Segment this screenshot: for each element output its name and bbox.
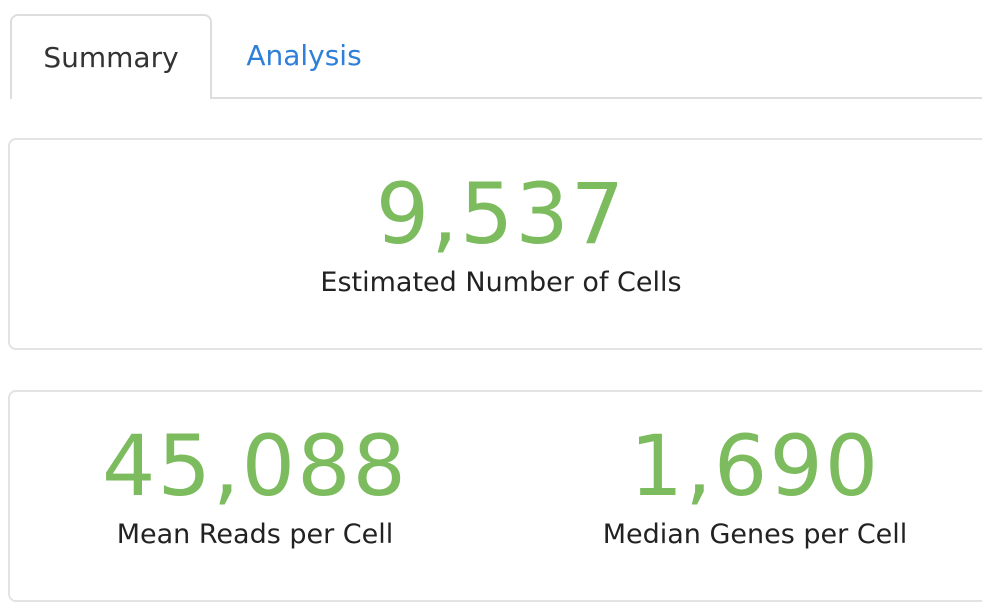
cells-card: 9,537 Estimated Number of Cells <box>8 138 982 350</box>
mean-reads-value: 45,088 <box>102 417 408 515</box>
tab-analysis[interactable]: Analysis <box>218 14 390 97</box>
estimated-cells-metric: 9,537 Estimated Number of Cells <box>10 168 982 300</box>
mean-reads-metric: 45,088 Mean Reads per Cell <box>70 420 440 552</box>
tab-summary[interactable]: Summary <box>10 14 212 99</box>
tab-analysis-label: Analysis <box>246 39 362 72</box>
estimated-cells-value: 9,537 <box>375 165 627 263</box>
median-genes-label: Median Genes per Cell <box>602 519 908 550</box>
mean-reads-label: Mean Reads per Cell <box>116 519 394 550</box>
reads-genes-card: 45,088 Mean Reads per Cell 1,690 Median … <box>8 390 982 602</box>
tab-summary-label: Summary <box>43 41 179 74</box>
median-genes-value: 1,690 <box>629 417 881 515</box>
estimated-cells-label: Estimated Number of Cells <box>320 267 682 298</box>
tab-bar: Summary Analysis <box>10 14 982 99</box>
median-genes-metric: 1,690 Median Genes per Cell <box>570 420 940 552</box>
